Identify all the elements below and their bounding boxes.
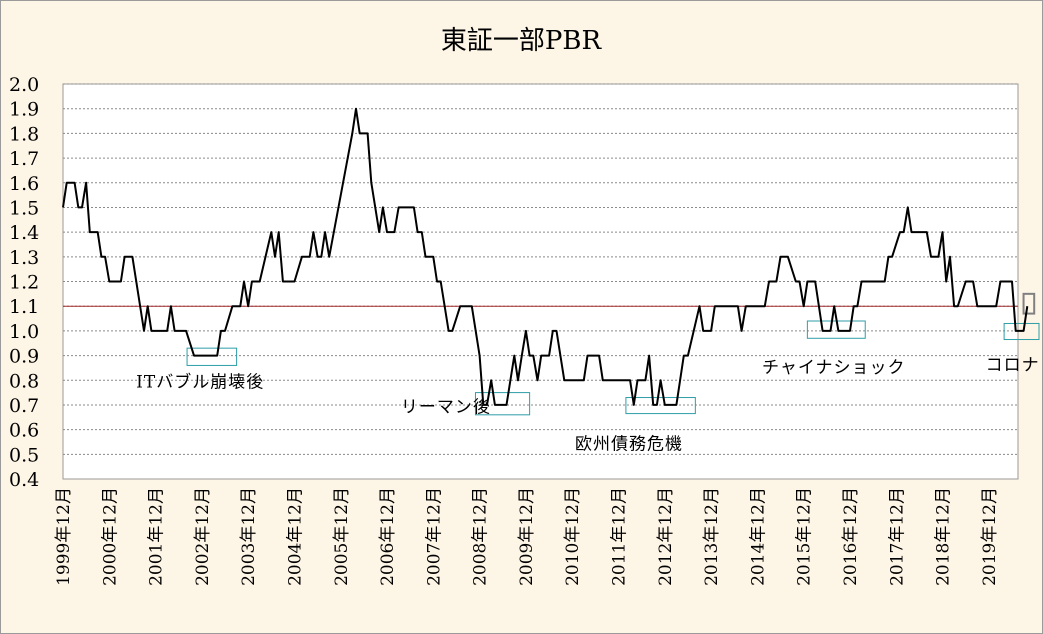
x-tick-label: 2012年12月 (656, 487, 676, 586)
x-tick-label: 2019年12月 (980, 487, 1000, 586)
x-tick-label: 1999年12月 (54, 487, 74, 586)
y-tick-label: 1.3 (9, 247, 39, 269)
annotation-label: リーマン後 (401, 397, 491, 417)
highlight-box (474, 392, 531, 416)
annotation-label: 欧州債務危機 (575, 434, 683, 454)
chart-title: 東証一部PBR (441, 26, 603, 56)
annotation-label: チャイナショック (762, 358, 906, 378)
series-layer (62, 107, 1029, 406)
x-tick-label: 2016年12月 (841, 487, 861, 586)
y-tick-label: 1.0 (9, 321, 39, 343)
y-tick-label: 0.5 (9, 444, 39, 466)
x-tick-label: 2014年12月 (748, 487, 768, 586)
x-tick-label: 2004年12月 (285, 487, 305, 586)
x-tick-label: 2015年12月 (795, 487, 815, 586)
x-tick-label: 2011年12月 (610, 487, 630, 586)
y-tick-label: 1.4 (9, 222, 39, 244)
y-tick-label: 1.5 (9, 197, 39, 219)
y-axis-ticks: 2.0 1.91.8 1.7 1.61.5 1.4 1.3 1.21.1 1.0 0.90.8 0… (9, 74, 39, 491)
x-tick-label: 2006年12月 (378, 487, 398, 586)
highlight-box (625, 397, 696, 415)
y-tick-label: 0.8 (9, 370, 39, 392)
x-tick-label: 2001年12月 (147, 487, 167, 586)
x-tick-label: 2013年12月 (702, 487, 722, 586)
y-tick-label: 1.7 (9, 148, 39, 170)
y-tick-label: 0.7 (9, 395, 39, 417)
y-tick-label: 1.6 (9, 173, 39, 195)
x-tick-label: 2009年12月 (517, 487, 537, 586)
y-tick-label: 1.8 (9, 123, 39, 145)
y-tick-label: 1.2 (9, 272, 39, 294)
x-axis-ticks: 1999年12月 2000年12月 2001年12月 2002年12月 2003年12月… (54, 487, 1000, 586)
highlight-box (186, 347, 238, 366)
y-tick-label: 0.4 (9, 469, 39, 491)
gridlines (63, 83, 1018, 455)
x-tick-label: 2000年12月 (100, 487, 120, 586)
x-tick-label: 2003年12月 (239, 487, 259, 586)
highlight-box (1022, 292, 1036, 315)
annotation-label: コロナ (986, 355, 1040, 375)
pbr-series-line (62, 107, 1029, 406)
x-tick-label: 2017年12月 (887, 487, 907, 586)
x-tick-label: 2008年12月 (471, 487, 491, 586)
y-tick-label: 1.1 (9, 296, 39, 318)
y-tick-label: 2.0 (9, 74, 39, 96)
x-tick-label: 2010年12月 (563, 487, 583, 586)
x-tick-label: 2005年12月 (332, 487, 352, 586)
highlight-box (1003, 322, 1040, 341)
x-tick-label: 2007年12月 (424, 487, 444, 586)
y-tick-label: 1.9 (9, 99, 39, 121)
highlight-boxes (186, 292, 1040, 416)
x-tick-label: 2002年12月 (193, 487, 213, 586)
y-tick-label: 0.6 (9, 420, 39, 442)
x-tick-label: 2018年12月 (934, 487, 954, 586)
annotation-label: ITバブル崩壊後 (136, 372, 264, 393)
y-tick-label: 0.9 (9, 346, 39, 368)
